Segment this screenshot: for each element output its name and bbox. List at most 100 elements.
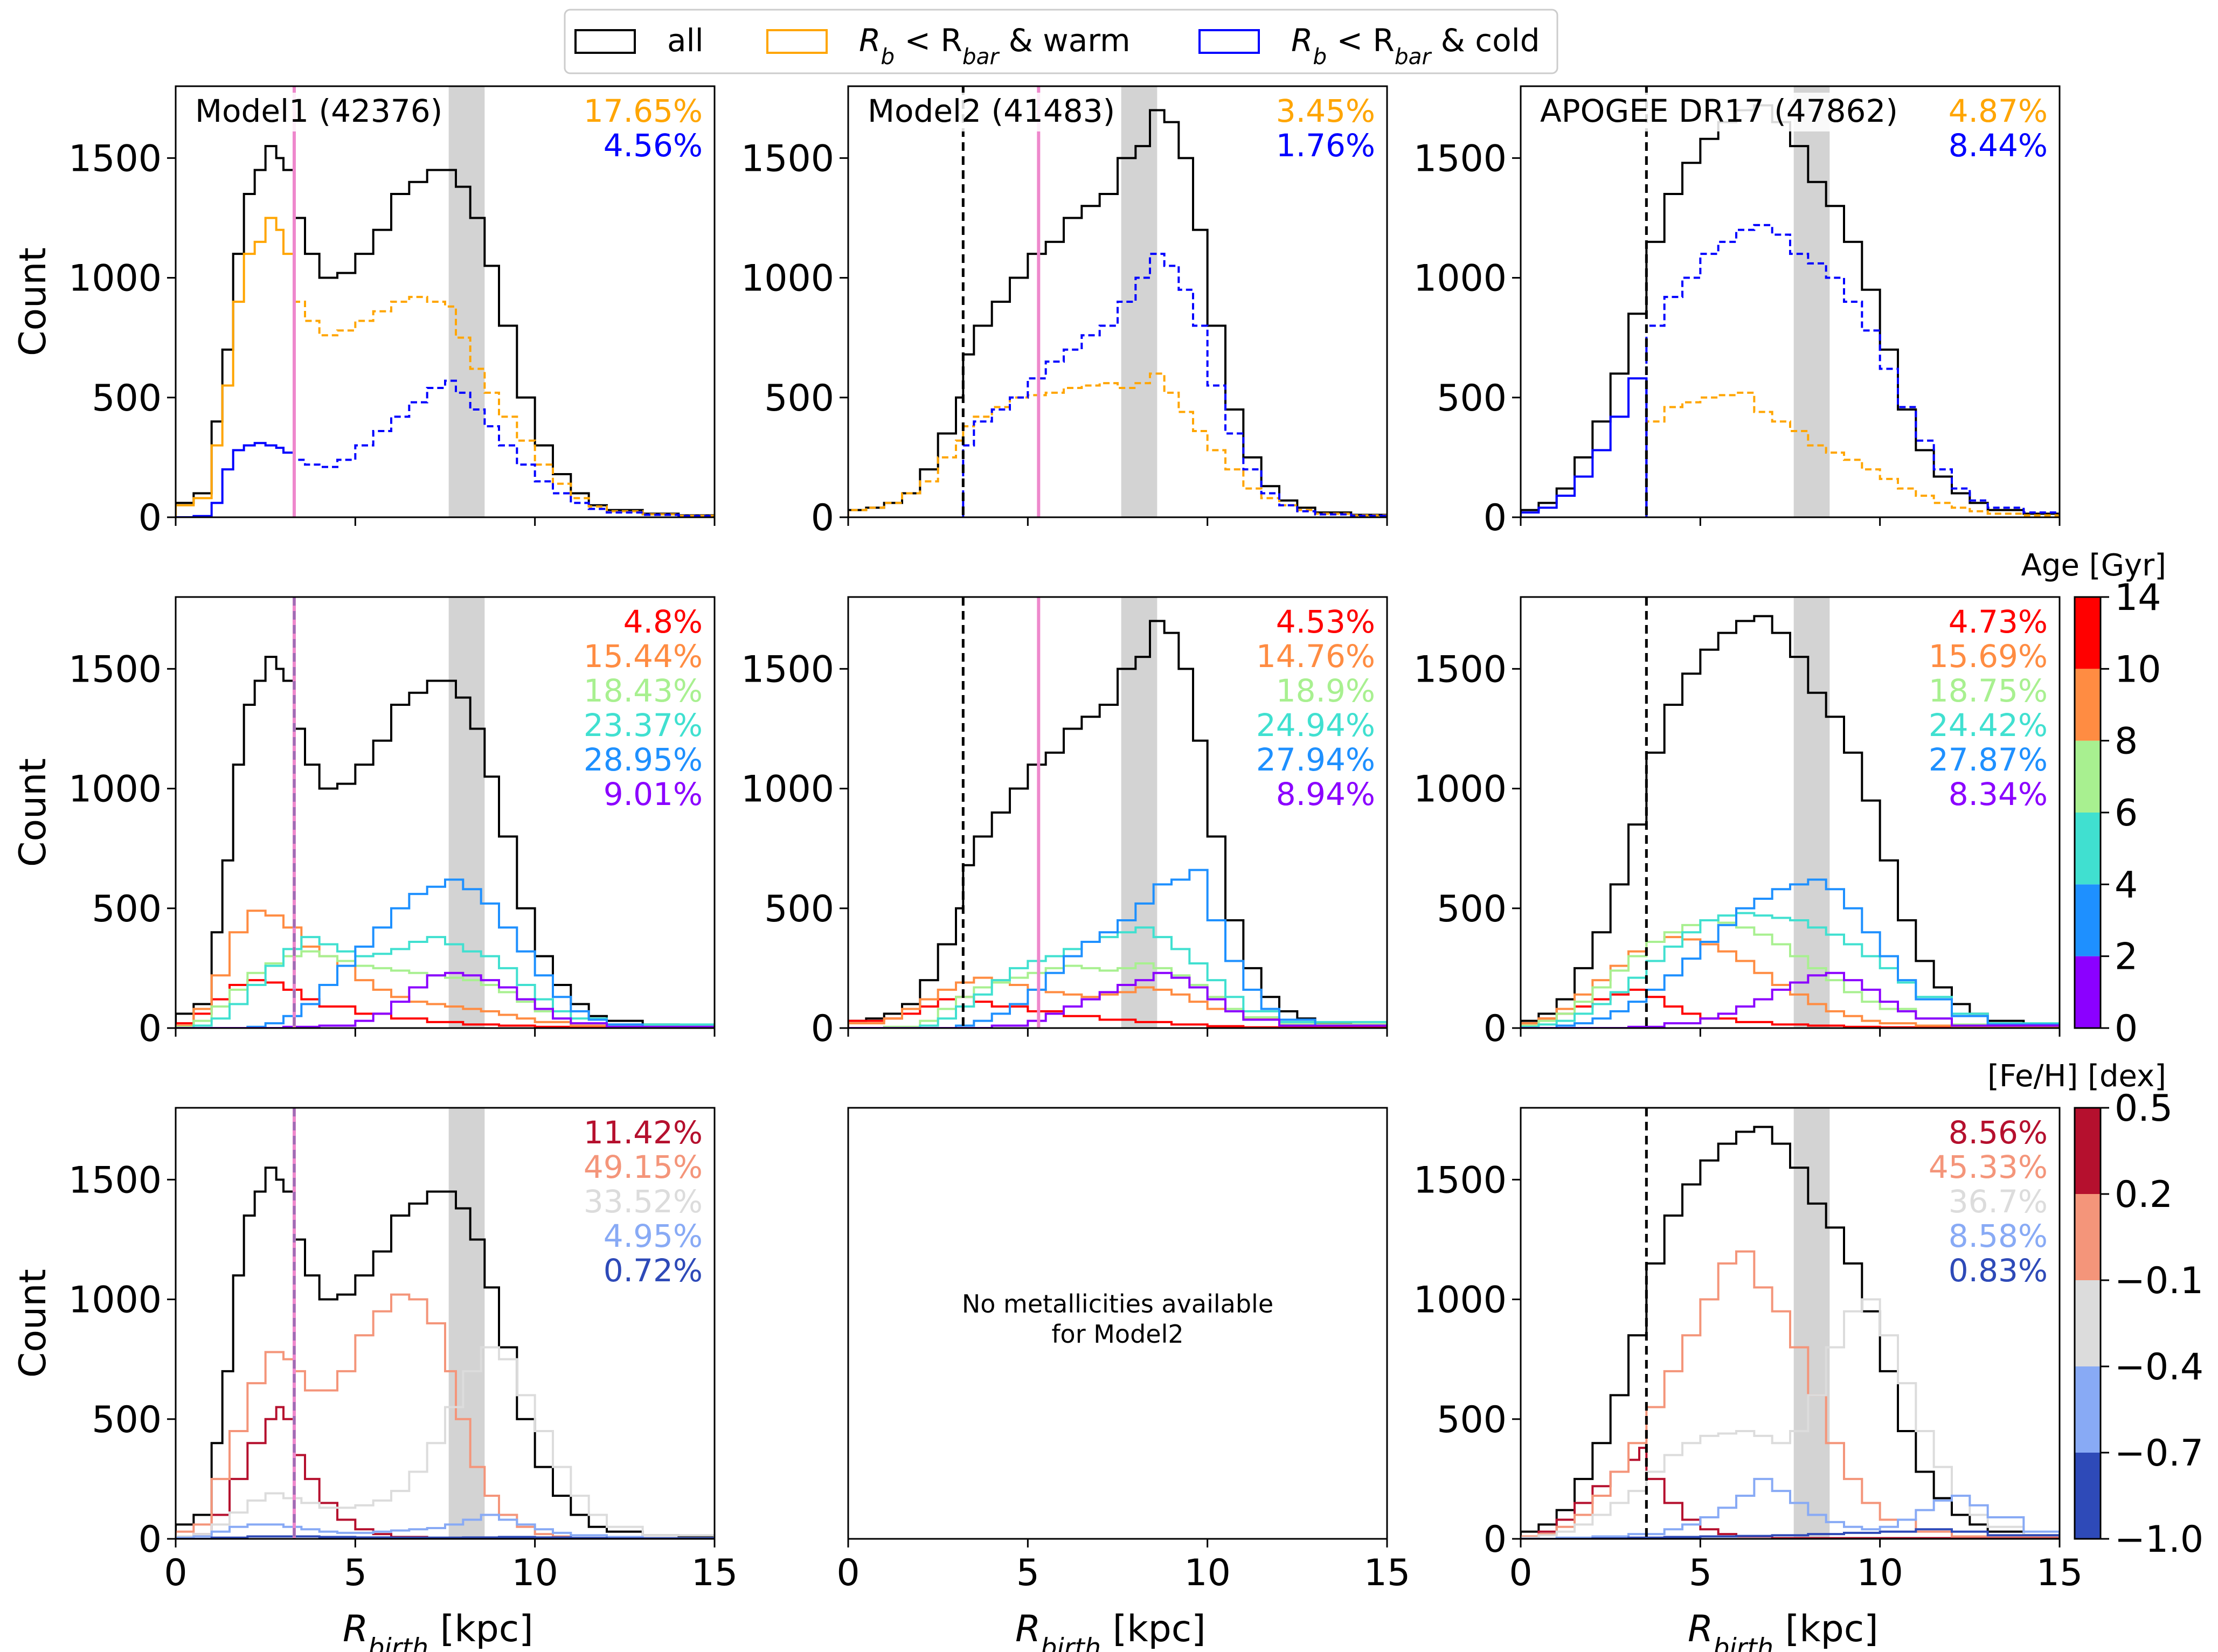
axes-frame [1520,85,2061,518]
legend-entry-r-b-r-bar-warm: Rb < Rbar & warm [766,22,1131,70]
panel-r2-c0: 0 5 10 15 0 500 1000 1500 11.42%49.15%33.52%4.95… [12,1107,738,1652]
percent-label: 8.56% [1949,1114,2048,1151]
percent-label: 0.72% [604,1252,703,1289]
plot-area [1521,597,2060,1028]
series-r-b-r-bar-cold-outer [293,379,715,517]
colorbar-band [2075,669,2101,741]
series-8-10-gyr [1521,936,2060,1028]
solar-radius-band [448,86,485,517]
percent-label: 33.52% [584,1183,703,1220]
solar-radius-band [1793,1108,1830,1539]
plot-area [1521,86,2060,517]
solar-radius-band [1793,597,1830,1028]
solar-radius-band [1793,86,1830,517]
x-tick-label: 15 [2036,1552,2083,1594]
panel-r2-c2: 0 5 10 15 0 500 1000 1500 8.56%45.33%36.7%8.58%0… [1413,1107,2083,1652]
y-tick-label: 1500 [1413,137,1507,180]
y-tick-label: 500 [1437,377,1507,420]
colorbar-band [2075,740,2101,813]
y-axis-label: Count [12,1269,54,1378]
percent-label: 9.01% [604,776,703,813]
title-box [860,93,1103,131]
x-axis-label: Rbirth [kpc] [343,1608,533,1652]
plot-area [176,1108,715,1539]
percent-label: 4.95% [604,1218,703,1254]
series-all [176,656,715,1028]
legend-box [564,9,1558,74]
y-tick-label: 1000 [741,768,834,811]
colorbar-tick-label: 0.2 [2115,1174,2173,1216]
x-tick-label: 5 [344,1552,367,1594]
y-tick-label: 1000 [68,1279,162,1322]
x-tick-label: 15 [691,1552,738,1594]
colorbar-band [2075,1453,2101,1539]
y-tick-label: 500 [92,377,162,420]
solar-radius-band [448,597,485,1028]
plot-area [176,86,715,517]
y-tick-label: 0 [811,1008,834,1050]
y-tick-label: 0 [1484,497,1507,539]
colorbar-frame [2074,1107,2102,1540]
series-0-4-to-0-1 [176,1346,715,1539]
panel-r0-c0: 0 500 1000 1500 Model1 (42376) 17.65%4.56% Cou… [12,85,716,539]
panel-r1-c1: 0 500 1000 1500 4.53%14.76%18.9%24.94%27.94%… [741,596,1388,1050]
series-2-4-gyr [848,869,1387,1028]
plot-area [848,597,1387,1028]
y-tick-label: 0 [1484,1008,1507,1050]
percent-label: 23.37% [584,707,703,744]
series-r-b-r-bar-warm [1645,391,2060,517]
series-0-7-to-0-4 [1521,1477,2060,1539]
y-tick-label: 1500 [68,137,162,180]
axes-frame [175,1107,716,1540]
axes-frame [847,1107,1388,1540]
legend-label: Rb < Rbar & cold [1291,22,1540,70]
plot-area [1521,1108,2060,1539]
y-tick-label: 500 [1437,1399,1507,1441]
colorbar-title: [Fe/H] [dex] [1987,1059,2166,1094]
series-r-b-r-bar-warm [848,372,1387,517]
percent-label: 18.43% [584,672,703,709]
x-axis-label: Rbirth [kpc] [1688,1608,1879,1652]
panel-title: Model1 (42376) [195,93,442,129]
x-tick-label: 0 [836,1552,860,1594]
percent-label: 4.53% [1276,603,1375,640]
series-8-10-gyr [848,976,1387,1028]
percent-label: 4.87% [1949,93,2048,129]
percent-label: 18.9% [1276,672,1375,709]
percent-label: 3.45% [1276,93,1375,129]
legend-swatch [766,29,828,54]
empty-message: for Model2 [1051,1320,1183,1349]
x-tick-label: 0 [1509,1552,1532,1594]
y-tick-label: 1500 [741,137,834,180]
y-tick-label: 1000 [1413,1279,1507,1322]
colorbar-tick-label: 10 [2115,648,2161,691]
colorbar-band [2075,1366,2101,1453]
series-all [176,145,715,517]
colorbar-tick-label: −1.0 [2115,1518,2203,1561]
percent-label: 27.87% [1929,741,2048,778]
percent-label: 4.73% [1949,603,2048,640]
series-all [1521,1126,2060,1539]
percent-label: 4.56% [604,127,703,164]
plot-area [848,86,1387,517]
colorbar-band [2075,597,2101,669]
series-2-4-gyr [1521,878,2060,1028]
series-0-2-gyr [848,971,1387,1028]
colorbar-title: Age [Gyr] [2021,548,2166,583]
y-tick-label: 1500 [741,648,834,691]
colorbar-tick-label: −0.4 [2115,1346,2203,1389]
series-0-4-to-0-1 [1521,1298,2060,1539]
percent-label: 0.83% [1949,1252,2048,1289]
legend-swatch [1198,29,1260,54]
percent-label: 49.15% [584,1149,703,1185]
axes-frame [175,85,716,518]
x-tick-label: 0 [164,1552,187,1594]
legend-label: Rb < Rbar & warm [859,22,1131,70]
colorbar-band [2075,1280,2101,1366]
series-1-0-to-0-7 [1521,1528,2060,1539]
axes-frame [847,85,1388,518]
